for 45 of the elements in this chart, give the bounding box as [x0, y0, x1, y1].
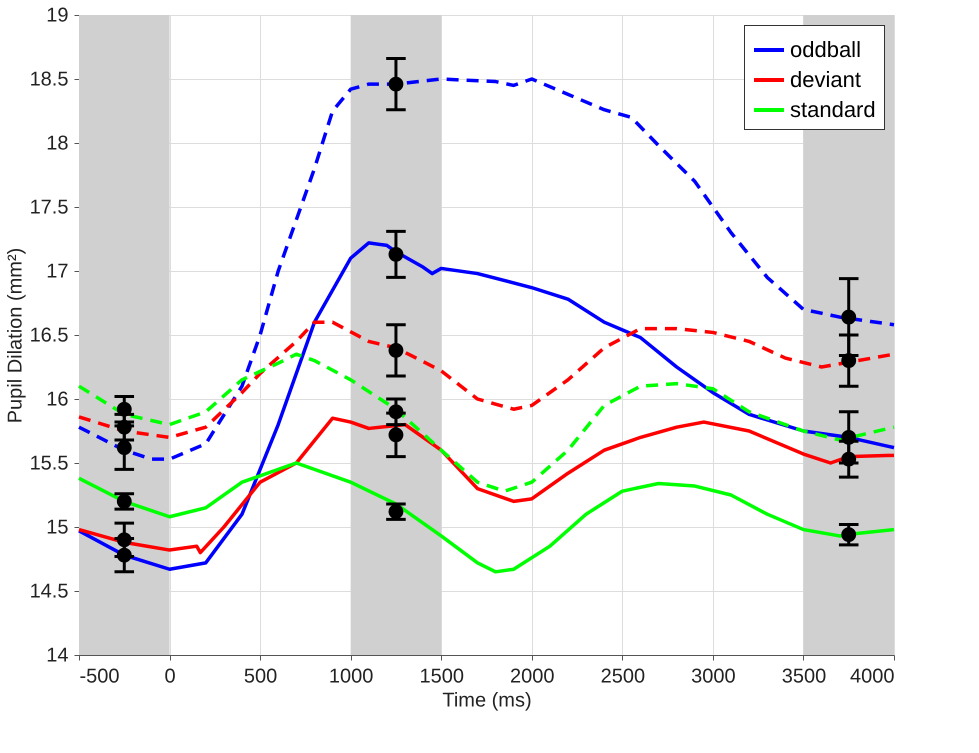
point: [841, 353, 856, 368]
x-tick-label: 2500: [600, 666, 646, 688]
y-tick-label: 15: [46, 516, 68, 538]
x-tick-label: 3000: [691, 666, 736, 688]
point: [116, 440, 132, 456]
point: [388, 404, 404, 420]
x-tick-label: 4000: [850, 666, 894, 688]
point: [116, 548, 132, 563]
point: [388, 427, 404, 442]
point: [116, 532, 132, 548]
point: [841, 527, 856, 542]
y-axis-title: Pupil Dilation (mm²): [4, 248, 27, 424]
point: [841, 452, 856, 467]
point: [116, 402, 132, 417]
legend-label: oddball: [790, 37, 861, 62]
y-tick-label: 18.5: [30, 68, 68, 90]
y-tick-label: 16.5: [30, 324, 68, 346]
point: [841, 430, 856, 445]
y-tick-label: 15.5: [30, 452, 68, 474]
x-tick-label: 3500: [782, 666, 826, 688]
y-tick-label: 17: [46, 260, 68, 282]
y-tick-label: 19: [46, 4, 68, 26]
y-tick-label: 18: [46, 132, 68, 154]
y-tick-label: 16: [46, 388, 68, 410]
line-series: [77, 241, 896, 571]
legend-label: standard: [790, 97, 876, 122]
y-tick-label: 14: [46, 644, 68, 666]
x-tick-label: -500: [80, 666, 120, 688]
legend-label: deviant: [790, 67, 861, 92]
x-axis-title: Time (ms): [442, 690, 532, 712]
point: [388, 76, 404, 92]
x-tick-label: 0: [164, 666, 176, 688]
point: [388, 342, 404, 358]
line-series: [77, 352, 896, 493]
point: [116, 420, 132, 435]
point: [388, 246, 404, 262]
line-series: [77, 416, 896, 554]
line-series: [77, 461, 896, 574]
x-tick-label: 2000: [510, 666, 555, 688]
x-tick-label: 500: [244, 666, 278, 688]
x-tick-label: 1500: [419, 666, 464, 688]
x-tick-label: 1000: [328, 666, 374, 688]
point: [841, 310, 856, 324]
y-tick-label: 14.5: [30, 580, 68, 602]
y-tick-label: 17.5: [30, 196, 68, 218]
